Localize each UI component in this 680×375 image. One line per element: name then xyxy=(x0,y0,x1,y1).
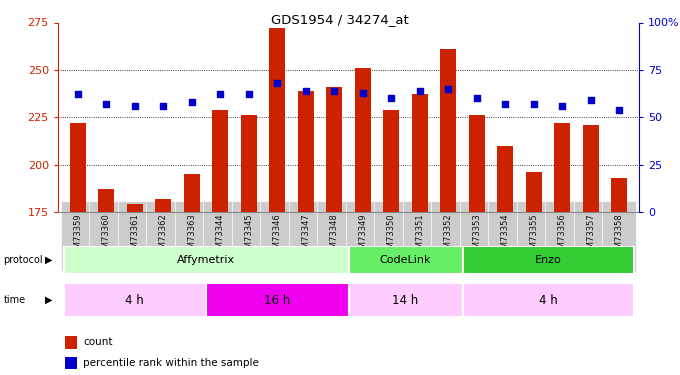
Point xyxy=(614,106,625,112)
Text: CodeLink: CodeLink xyxy=(379,255,431,265)
Point xyxy=(272,80,283,86)
Bar xyxy=(326,87,342,212)
Point xyxy=(129,103,140,109)
Bar xyxy=(99,189,114,212)
Point xyxy=(158,103,169,109)
Point xyxy=(186,99,197,105)
Point xyxy=(301,88,311,94)
Point xyxy=(215,92,226,98)
Text: ▶: ▶ xyxy=(45,295,53,305)
Point xyxy=(329,88,340,94)
Bar xyxy=(65,357,76,369)
Point xyxy=(357,90,368,96)
Text: count: count xyxy=(83,338,113,347)
Point xyxy=(72,92,83,98)
Bar xyxy=(63,283,206,317)
Text: 16 h: 16 h xyxy=(264,294,290,306)
Bar xyxy=(206,283,349,317)
Text: percentile rank within the sample: percentile rank within the sample xyxy=(83,358,259,368)
Bar xyxy=(63,246,349,274)
Point xyxy=(386,95,396,101)
Bar xyxy=(241,115,256,212)
Bar xyxy=(349,246,462,274)
Text: time: time xyxy=(3,295,26,305)
Bar xyxy=(462,246,634,274)
Text: 4 h: 4 h xyxy=(539,294,558,306)
Bar xyxy=(349,283,462,317)
Bar xyxy=(412,94,428,212)
Text: ▶: ▶ xyxy=(45,255,53,265)
Text: protocol: protocol xyxy=(3,255,43,265)
Bar xyxy=(156,199,171,212)
Point xyxy=(101,101,112,107)
Bar xyxy=(526,172,541,212)
Text: 14 h: 14 h xyxy=(392,294,419,306)
Point xyxy=(585,97,596,103)
Bar xyxy=(583,125,598,212)
Bar xyxy=(269,28,285,212)
Text: GDS1954 / 34274_at: GDS1954 / 34274_at xyxy=(271,13,409,26)
Bar xyxy=(384,110,399,212)
Bar xyxy=(184,174,200,212)
Bar xyxy=(554,123,570,212)
Bar xyxy=(469,115,485,212)
Bar xyxy=(70,123,86,212)
Bar xyxy=(298,91,313,212)
Bar xyxy=(212,110,228,212)
Point xyxy=(243,92,254,98)
Text: Enzo: Enzo xyxy=(534,255,562,265)
Text: Affymetrix: Affymetrix xyxy=(177,255,235,265)
Point xyxy=(471,95,482,101)
Bar xyxy=(441,49,456,212)
Text: 4 h: 4 h xyxy=(125,294,144,306)
Point xyxy=(557,103,568,109)
Bar xyxy=(462,283,634,317)
Bar xyxy=(65,336,76,349)
Point xyxy=(414,88,425,94)
Point xyxy=(528,101,539,107)
Bar xyxy=(497,146,513,212)
Bar xyxy=(611,178,627,212)
Bar xyxy=(127,204,143,212)
Point xyxy=(500,101,511,107)
Point xyxy=(443,86,454,92)
Bar xyxy=(355,68,371,212)
